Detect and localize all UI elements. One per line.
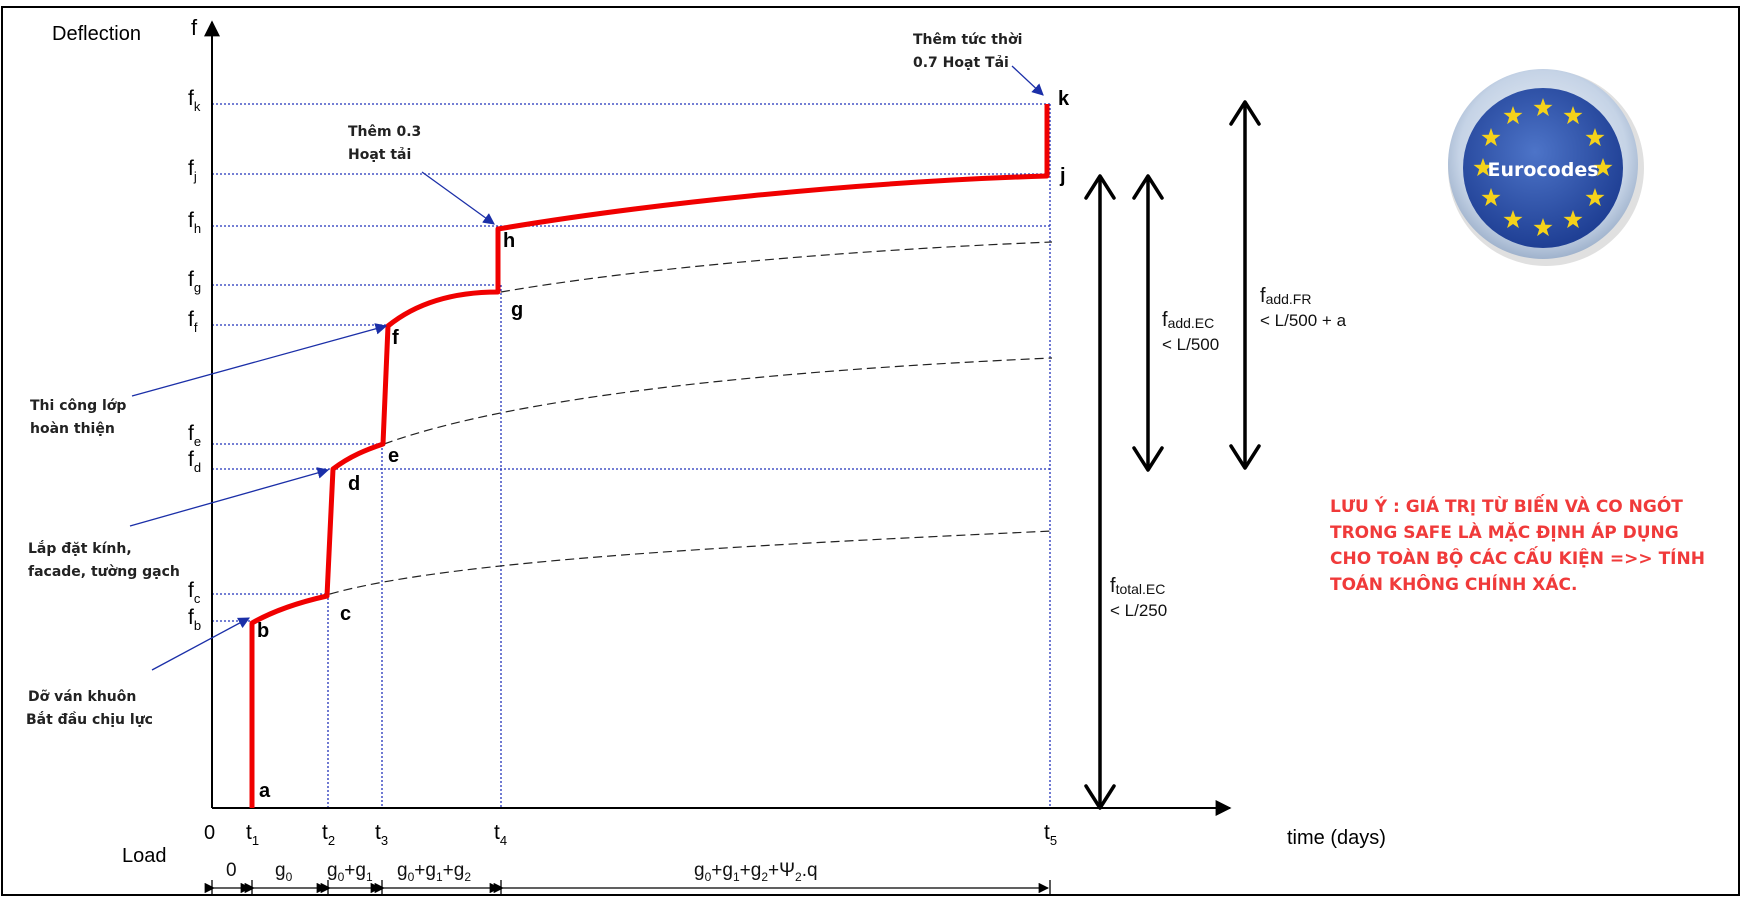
annotation-glass-line2: facade, tường gạch xyxy=(28,564,180,580)
point-d: d xyxy=(348,473,360,495)
limit-labels: ftotal.EC < L/250 fadd.EC < L/500 fadd.F… xyxy=(1110,285,1347,620)
logo-stars xyxy=(1473,98,1613,237)
tick-t4: t4 xyxy=(494,821,507,848)
logo-star xyxy=(1563,106,1583,125)
logo-star xyxy=(1533,98,1553,117)
tick-t5: t5 xyxy=(1044,821,1057,848)
x-axis-title: time (days) xyxy=(1287,827,1386,849)
arrow-glass xyxy=(129,467,330,527)
logo-star xyxy=(1533,218,1553,237)
tick-t2: t2 xyxy=(322,821,335,848)
tick-fb: fb xyxy=(188,606,201,633)
limit-total-value: < L/250 xyxy=(1110,601,1167,620)
logo-star xyxy=(1503,210,1523,229)
arrow-formwork xyxy=(151,617,251,671)
stage-1: g0 xyxy=(275,860,293,884)
limit-total-symbol: ftotal.EC xyxy=(1110,575,1165,597)
warning-note: LƯU Ý : GIÁ TRỊ TỪ BIẾN VÀ CO NGÓT TRONG… xyxy=(1330,494,1710,598)
annotation-finishing-line2: hoàn thiện xyxy=(30,421,115,437)
stage-2: g0+g1 xyxy=(327,860,373,884)
point-h: h xyxy=(503,230,515,252)
stage-0: 0 xyxy=(226,860,237,881)
limit-add-fr-symbol: fadd.FR xyxy=(1260,285,1311,307)
logo-star xyxy=(1481,128,1501,147)
logo-star xyxy=(1593,158,1613,177)
annotation-live03-line1: Thêm 0.3 xyxy=(348,124,421,140)
double-arrow-add-ec xyxy=(1132,174,1164,472)
tick-fj: fj xyxy=(188,157,197,184)
arrow-finishing xyxy=(131,323,388,397)
annotation-glass-line1: Lắp đặt kính, xyxy=(28,540,132,557)
annotation-finishing-line1: Thi công lớp xyxy=(30,398,126,414)
arrow-live-07 xyxy=(1011,65,1044,96)
x-tick-labels: t1 t2 t3 t4 t5 xyxy=(246,821,1057,848)
logo-star xyxy=(1585,128,1605,147)
creep-curve-mid xyxy=(383,357,1053,445)
figure-frame xyxy=(1,6,1740,896)
point-c: c xyxy=(340,603,351,625)
creep-curve-high xyxy=(500,241,1053,293)
annotation-live07-line1: Thêm tức thời xyxy=(913,32,1022,48)
annotation-texts: Dỡ ván khuôn Bắt đầu chịu lực Lắp đặt kí… xyxy=(26,32,1022,728)
y-tick-labels: fk fj fh fg ff fe fd fc fb xyxy=(188,87,201,633)
point-k: k xyxy=(1058,88,1070,110)
tick-fc: fc xyxy=(188,579,201,606)
tick-fd: fd xyxy=(188,448,201,475)
note-line-1: LƯU Ý : GIÁ TRỊ TỪ BIẾN VÀ CO NGÓT xyxy=(1330,497,1683,517)
point-labels: a b c d e f g h j k xyxy=(257,88,1070,802)
tick-fk: fk xyxy=(188,87,201,114)
logo-star xyxy=(1503,106,1523,125)
point-a: a xyxy=(259,780,271,802)
logo-star xyxy=(1563,210,1583,229)
limit-add-ec-value: < L/500 xyxy=(1162,335,1219,354)
annotation-arrows xyxy=(129,65,1044,671)
logo-star xyxy=(1585,188,1605,207)
load-label: Load xyxy=(122,845,167,867)
creep-curves xyxy=(329,241,1053,595)
annotation-formwork-line2: Bắt đầu chịu lực xyxy=(26,711,153,728)
annotation-formwork-line1: Dỡ ván khuôn xyxy=(28,689,136,705)
limit-add-fr-value: < L/500 + a xyxy=(1260,311,1347,330)
creep-curve-low xyxy=(329,530,1053,595)
horizontal-guides xyxy=(212,103,1052,622)
limit-arrows xyxy=(1084,100,1261,810)
limit-add-ec-symbol: fadd.EC xyxy=(1162,309,1214,331)
tick-fe: fe xyxy=(188,422,201,449)
eurocodes-logo: Eurocodes xyxy=(1448,69,1644,266)
y-axis-title: Deflection xyxy=(52,23,141,45)
double-arrow-add-fr xyxy=(1229,100,1261,470)
tick-t1: t1 xyxy=(246,821,259,848)
note-line-2: TRONG SAFE LÀ MẶC ĐỊNH ÁP DỤNG xyxy=(1330,523,1679,543)
annotation-live07-line2: 0.7 Hoạt Tải xyxy=(913,55,1009,71)
point-e: e xyxy=(388,445,399,467)
vertical-guides xyxy=(327,104,1051,808)
logo-text: Eurocodes xyxy=(1487,159,1598,181)
load-stage-labels: 0 g0 g0+g1 g0+g1+g2 g0+g1+g2+Ψ2.q xyxy=(226,860,818,884)
annotation-live03-line2: Hoạt tải xyxy=(348,147,411,163)
tick-t3: t3 xyxy=(375,821,388,848)
point-f: f xyxy=(392,327,399,349)
tick-fh: fh xyxy=(188,209,201,236)
deflection-curve xyxy=(249,104,1050,808)
note-line-3: CHO TOÀN BỘ CÁC CẤU KIỆN =>> TÍNH xyxy=(1330,549,1705,569)
double-arrow-total xyxy=(1084,174,1116,810)
origin-label: 0 xyxy=(204,822,215,844)
stage-3: g0+g1+g2 xyxy=(397,860,471,884)
arrow-live-03 xyxy=(421,171,495,225)
point-g: g xyxy=(511,299,523,321)
point-b: b xyxy=(257,620,269,642)
note-line-4: TOÁN KHÔNG CHÍNH XÁC. xyxy=(1330,575,1578,595)
load-stage-arrows xyxy=(204,880,1051,894)
stage-4: g0+g1+g2+Ψ2.q xyxy=(694,860,818,884)
tick-fg: fg xyxy=(188,268,201,295)
logo-star xyxy=(1481,188,1501,207)
tick-ff: ff xyxy=(188,308,198,335)
y-axis-symbol: f xyxy=(191,15,198,40)
point-j: j xyxy=(1059,165,1066,187)
logo-star xyxy=(1473,158,1493,177)
